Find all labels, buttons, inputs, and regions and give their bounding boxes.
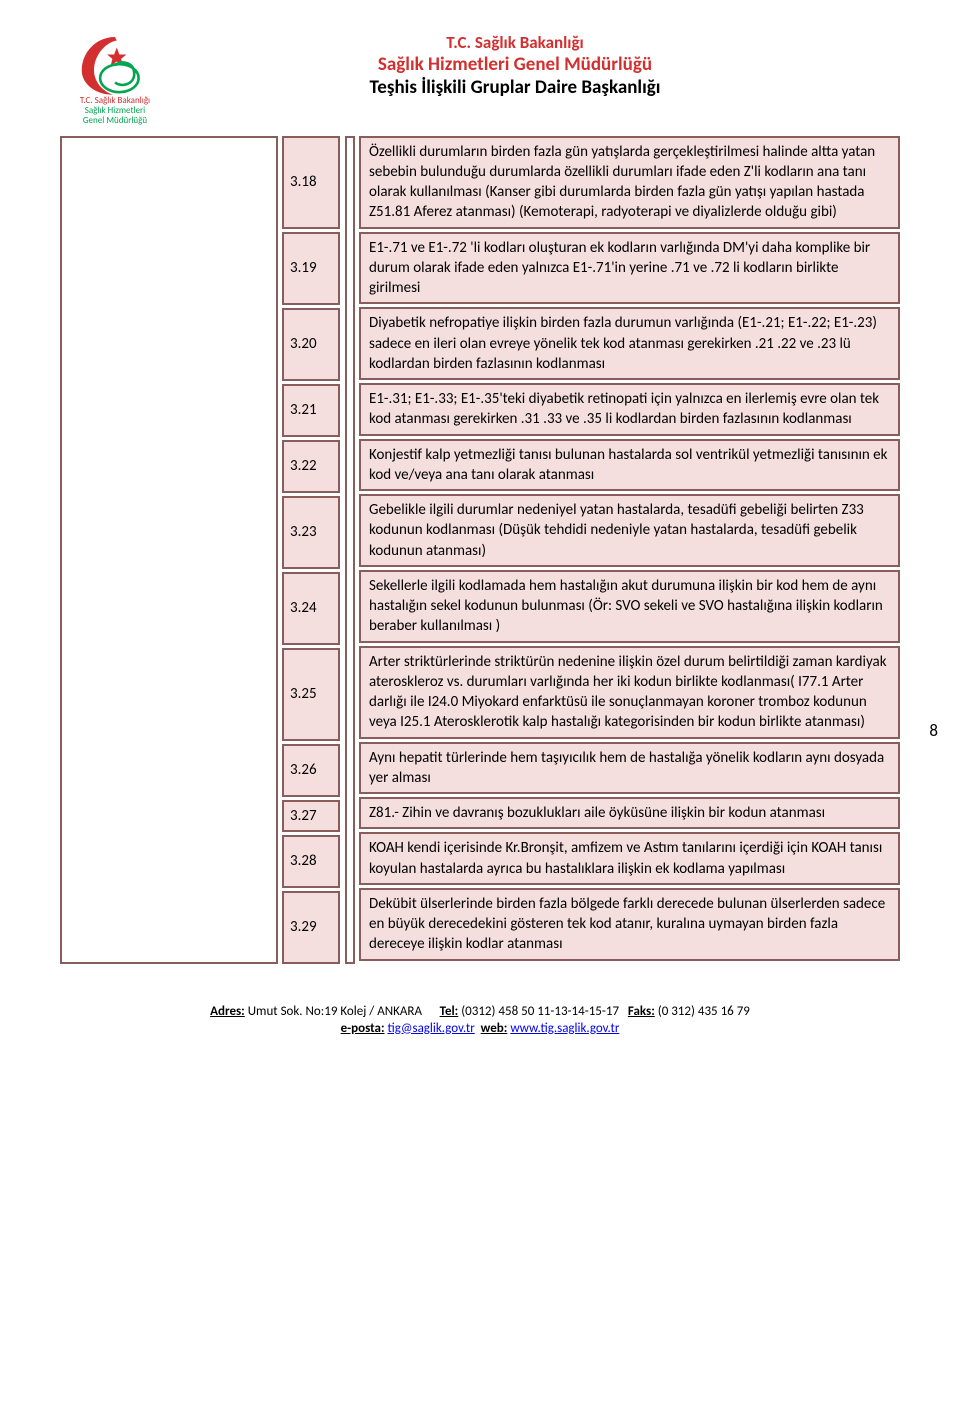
row-description: Arter striktürlerinde striktürün nedenin…	[359, 646, 900, 739]
row-number: 3.21	[282, 384, 340, 437]
row-description: Aynı hepatit türlerinde hem taşıyıcılık …	[359, 742, 900, 795]
description-column: Özellikli durumların birden fazla gün ya…	[359, 136, 900, 964]
row-number: 3.19	[282, 232, 340, 305]
left-empty-column	[60, 136, 278, 964]
logo-caption-3: Genel Müdürlüğü	[80, 116, 150, 126]
row-number: 3.22	[282, 440, 340, 493]
row-number: 3.20	[282, 308, 340, 381]
tel-label: Tel:	[440, 1004, 459, 1019]
row-description: Diyabetik nefropatiye ilişkin birden faz…	[359, 307, 900, 380]
number-column: 3.183.193.203.213.223.233.243.253.263.27…	[282, 136, 340, 964]
web-link[interactable]: www.tig.saglik.gov.tr	[510, 1021, 619, 1036]
header-title-2: Sağlık Hizmetleri Genel Müdürlüğü	[130, 53, 900, 76]
row-description: KOAH kendi içerisinde Kr.Bronşit, amfize…	[359, 832, 900, 885]
faks-value: (0 312) 435 16 79	[658, 1004, 750, 1019]
row-description: E1-.31; E1-.33; E1-.35'teki diyabetik re…	[359, 383, 900, 436]
tel-value: (0312) 458 50 11-13-14-15-17	[461, 1004, 619, 1019]
row-description: Konjestif kalp yetmezliği tanısı bulunan…	[359, 439, 900, 492]
row-number: 3.27	[282, 800, 340, 832]
eposta-label: e-posta:	[341, 1021, 385, 1036]
adres-value: Umut Sok. No:19 Kolej / ANKARA	[248, 1004, 422, 1019]
row-description: E1-.71 ve E1-.72 'li kodları oluşturan e…	[359, 232, 900, 305]
spacer-column	[345, 136, 355, 964]
row-number: 3.24	[282, 572, 340, 645]
row-number: 3.26	[282, 744, 340, 797]
header-titles: T.C. Sağlık Bakanlığı Sağlık Hizmetleri …	[130, 30, 900, 99]
row-description: Dekübit ülserlerinde birden fazla bölged…	[359, 888, 900, 961]
header-title-3: Teşhis İlişkili Gruplar Daire Başkanlığı	[130, 76, 900, 99]
row-description: Sekellerle ilgili kodlamada hem hastalığ…	[359, 570, 900, 643]
row-number: 3.18	[282, 136, 340, 229]
row-description: Z81.- Zihin ve davranış bozuklukları ail…	[359, 797, 900, 829]
row-number: 3.25	[282, 648, 340, 741]
content-table: 3.183.193.203.213.223.233.243.253.263.27…	[60, 136, 900, 964]
row-number: 3.23	[282, 496, 340, 569]
row-description: Özellikli durumların birden fazla gün ya…	[359, 136, 900, 229]
row-number: 3.28	[282, 835, 340, 888]
page-number: 8	[929, 720, 938, 741]
eposta-link[interactable]: tig@saglik.gov.tr	[388, 1021, 475, 1036]
row-number: 3.29	[282, 891, 340, 964]
web-label: web:	[481, 1021, 508, 1036]
page-footer: Adres: Umut Sok. No:19 Kolej / ANKARA Te…	[60, 1004, 900, 1038]
adres-label: Adres:	[210, 1004, 245, 1019]
header-title-1: T.C. Sağlık Bakanlığı	[130, 32, 900, 53]
faks-label: Faks:	[628, 1004, 655, 1019]
page-header: T.C. Sağlık Bakanlığı Sağlık Hizmetleri …	[60, 30, 900, 126]
row-description: Gebelikle ilgili durumlar nedeniyel yata…	[359, 494, 900, 567]
